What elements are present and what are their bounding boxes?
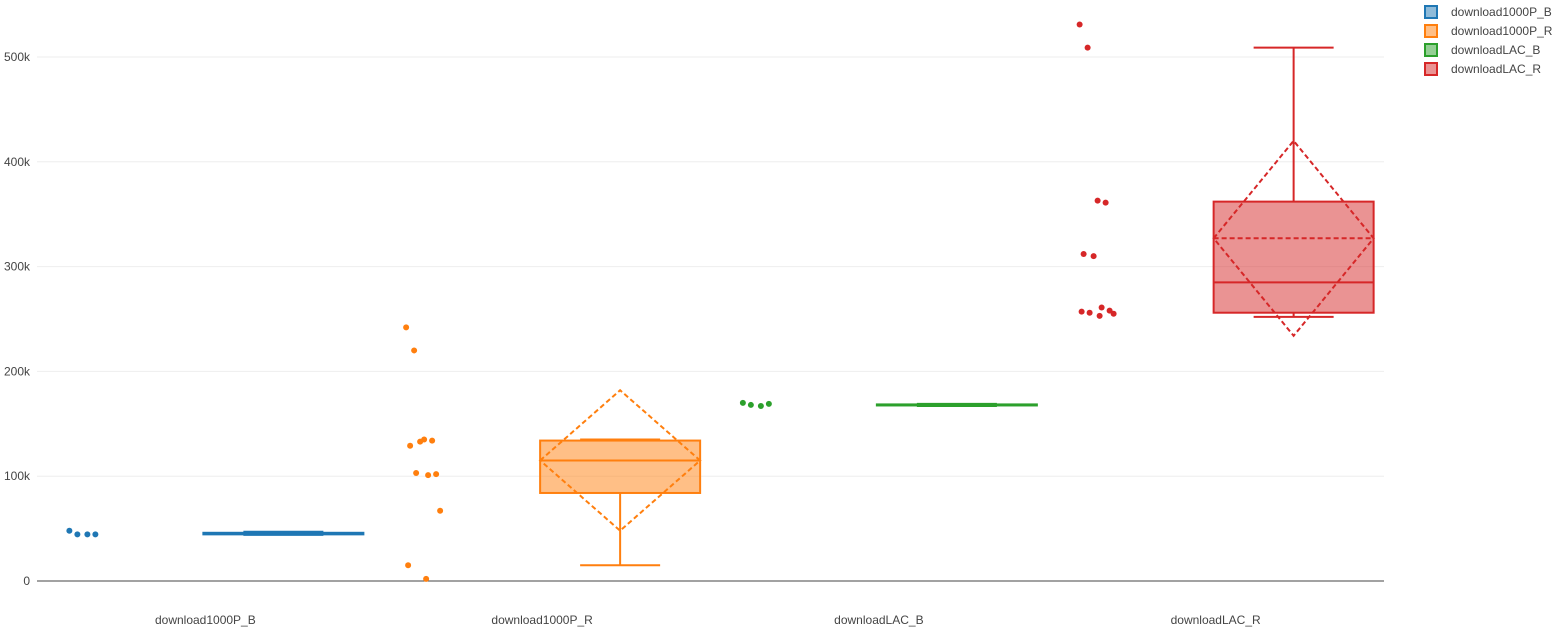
box-trace-download1000P_R <box>403 324 702 582</box>
data-point <box>1110 310 1117 317</box>
data-point <box>1102 199 1109 206</box>
x-axis-ticks: download1000P_B download1000P_R downloadLA… <box>155 613 1261 627</box>
y-tick-label: 300k <box>4 260 31 274</box>
data-point <box>92 531 99 538</box>
data-point <box>433 471 440 478</box>
data-point <box>423 575 430 582</box>
legend-item-downloadLAC_B[interactable]: downloadLAC_B <box>1424 40 1552 59</box>
box-traces <box>66 21 1375 582</box>
data-point <box>84 531 91 538</box>
x-tick-label: downloadLAC_R <box>1171 613 1261 627</box>
data-point <box>429 437 436 444</box>
data-point <box>747 401 754 408</box>
sd-diamond <box>538 388 702 533</box>
legend-label: downloadLAC_R <box>1451 61 1542 76</box>
data-point <box>739 399 746 406</box>
data-point <box>1090 253 1097 260</box>
box-trace-downloadLAC_R <box>1076 21 1375 338</box>
legend-item-downloadLAC_R[interactable]: downloadLAC_R <box>1424 59 1552 78</box>
legend-swatch <box>1424 4 1438 19</box>
data-point <box>407 442 414 449</box>
legend-label: download1000P_R <box>1451 23 1553 38</box>
legend-label: download1000P_B <box>1451 4 1552 19</box>
data-point <box>1078 308 1085 315</box>
data-point <box>757 402 764 409</box>
y-tick-label: 100k <box>4 469 31 483</box>
x-tick-label: download1000P_B <box>155 613 256 627</box>
data-point <box>437 507 444 514</box>
legend-swatch <box>1424 61 1438 76</box>
legend-item-download1000P_B[interactable]: download1000P_B <box>1424 2 1552 21</box>
box-trace-downloadLAC_B <box>739 399 1038 409</box>
legend-item-download1000P_R[interactable]: download1000P_R <box>1424 21 1552 40</box>
data-point <box>765 400 772 407</box>
box-iqr <box>1212 200 1375 314</box>
data-point <box>411 347 418 354</box>
data-point <box>417 438 424 445</box>
legend-swatch <box>1424 23 1438 38</box>
y-tick-label: 200k <box>4 364 31 378</box>
data-point <box>1086 309 1093 316</box>
data-point <box>74 531 81 538</box>
data-point <box>66 527 73 534</box>
y-gridlines <box>37 56 1384 582</box>
data-point <box>1094 197 1101 204</box>
data-point <box>1080 251 1087 258</box>
sd-diamond <box>1212 139 1375 338</box>
legend: download1000P_B download1000P_R download… <box>1424 2 1552 78</box>
x-tick-label: download1000P_R <box>491 613 593 627</box>
box-trace-download1000P_B <box>66 527 365 538</box>
legend-swatch <box>1424 42 1438 57</box>
x-tick-label: downloadLAC_B <box>834 613 923 627</box>
y-tick-label: 400k <box>4 155 31 169</box>
y-axis-ticks: 0 100k 200k 300k 400k 500k <box>4 50 31 588</box>
y-tick-label: 0 <box>23 574 30 588</box>
y-tick-label: 500k <box>4 50 31 64</box>
data-point <box>1084 44 1091 51</box>
data-point <box>1096 312 1103 319</box>
data-point <box>403 324 410 331</box>
box-iqr <box>539 439 702 494</box>
data-point <box>1098 304 1105 311</box>
data-point <box>405 562 412 569</box>
legend-label: downloadLAC_B <box>1451 42 1541 57</box>
data-point <box>425 472 432 479</box>
data-point <box>1076 21 1083 28</box>
data-point <box>413 470 420 477</box>
